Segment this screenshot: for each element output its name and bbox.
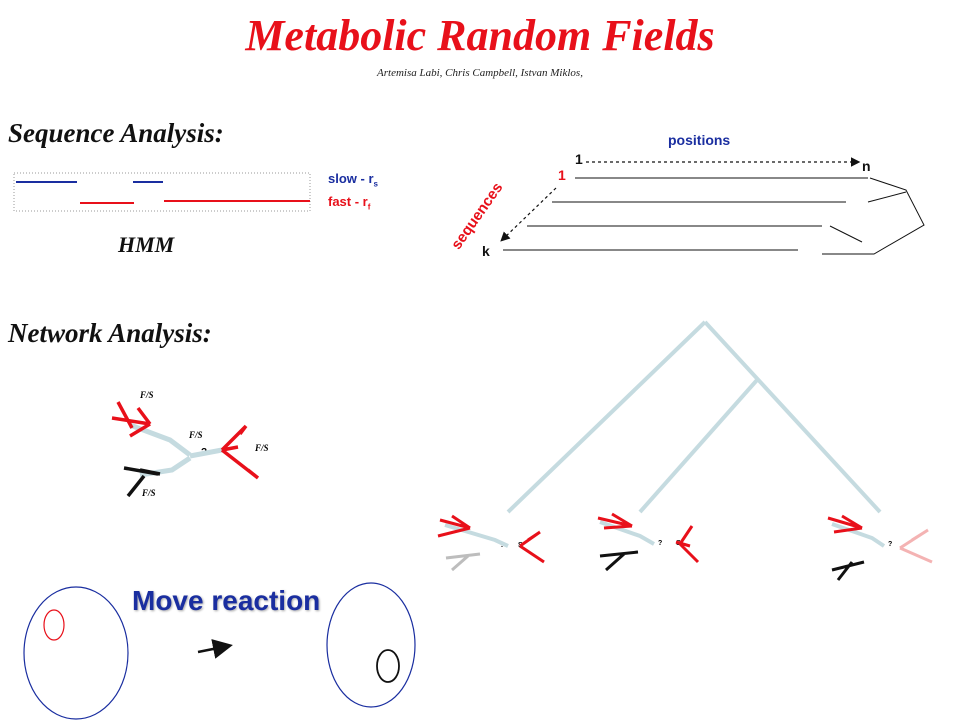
phylogenetic-tree [506, 320, 882, 514]
slow-rate-sub: s [373, 179, 378, 189]
leaf-node-2 [597, 512, 700, 572]
sequence-analysis-heading: Sequence Analysis: [8, 118, 224, 148]
sequence-tree-branch-2 [829, 225, 863, 243]
hmm-sequence-box [13, 172, 311, 212]
cell-before [23, 586, 129, 720]
network-edge-out [189, 447, 223, 459]
leaf-3-edge [831, 522, 886, 548]
hmm-label: HMM [118, 232, 175, 257]
leaf-node-3 [827, 514, 933, 581]
leaf-1-fast-inputs [437, 514, 471, 538]
leaf-3-fast-inputs [827, 514, 863, 534]
tree-branch-left [506, 320, 707, 514]
leaf-2-fast-outputs [675, 525, 700, 564]
sequence-alignment-diagram [500, 157, 925, 255]
unknown-label-leaf-2: ? [658, 540, 663, 547]
network-node-main [111, 401, 260, 498]
fast-rate-text: fast - r [328, 194, 368, 209]
page-title: Metabolic Random Fields [245, 11, 715, 60]
unknown-label-leaf-1: ? [500, 542, 505, 549]
fast-rate-sub: f [367, 202, 371, 212]
leaf-1-edge [444, 523, 509, 548]
network-analysis-heading: Network Analysis: [8, 318, 212, 348]
sequences-arrow [500, 187, 557, 242]
leaf-2-fast-inputs [597, 512, 633, 530]
leaf-3-slow-inputs [831, 560, 865, 581]
authors-line: Artemisa Labi, Chris Campbell, Istvan Mi… [377, 67, 583, 79]
position-end-label: n [862, 158, 871, 174]
sequence-start-label: 1 [558, 167, 566, 183]
fs-label-right: F/S [255, 443, 269, 453]
hmm-sequence-diagram [13, 172, 311, 212]
sequence-tree-bracket [822, 177, 925, 255]
tree-branch-right [703, 320, 882, 514]
fs-label-bottom: F/S [142, 488, 156, 498]
fs-label-center: F/S [189, 430, 203, 440]
position-start-label: 1 [575, 151, 583, 167]
cell-after [326, 582, 416, 708]
fast-rate-label: fast - rf [328, 194, 370, 212]
unknown-label-leaf-3: ? [888, 541, 893, 548]
sequence-tree-branch-1 [867, 191, 907, 203]
reaction-before [43, 609, 65, 641]
leaf-2-slow-inputs [599, 550, 639, 572]
fs-label-top: F/S [140, 390, 154, 400]
positions-label: positions [668, 132, 731, 148]
tree-branch-inner [638, 378, 759, 514]
slow-rate-label: slow - rs [328, 171, 378, 189]
slow-input-arrows [123, 466, 161, 498]
slow-rate-text: slow - r [328, 171, 374, 186]
leaf-1-fast-outputs [519, 530, 545, 564]
leaf-node-1 [437, 514, 545, 572]
reaction-after [376, 649, 400, 683]
leaf-1-grey-inputs [445, 552, 481, 572]
leaf-3-faded-outputs [899, 528, 933, 564]
fast-input-arrows [111, 401, 152, 438]
sequence-end-label: k [482, 243, 490, 259]
move-arrow-icon [197, 639, 233, 659]
move-reaction-diagram [23, 582, 416, 720]
fast-output-arrows [220, 424, 260, 480]
move-reaction-label: Move reaction [132, 585, 321, 616]
